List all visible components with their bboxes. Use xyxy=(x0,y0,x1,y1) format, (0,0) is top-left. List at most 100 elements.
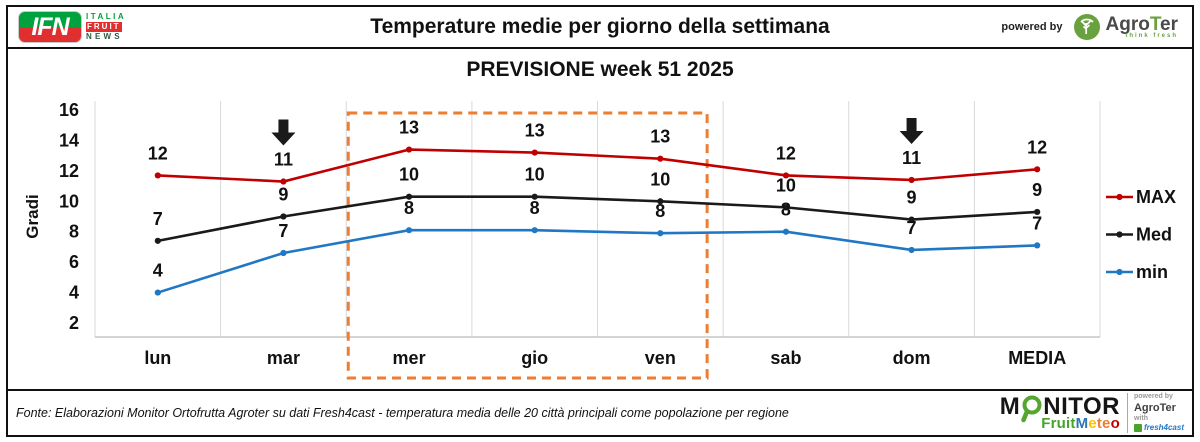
data-label: 8 xyxy=(404,198,414,218)
agroter-text-agro: Agro xyxy=(1105,13,1150,35)
fruitmeteo-wordmark: FruitMeteo xyxy=(1041,416,1120,431)
data-label: 12 xyxy=(776,143,796,163)
ifn-logo: IFN ITALIA FRUIT NEWS xyxy=(18,11,126,43)
svg-text:sab: sab xyxy=(770,348,801,368)
data-point xyxy=(657,198,664,205)
data-point xyxy=(908,246,915,254)
data-label: 7 xyxy=(153,209,163,229)
footer-with-label: with xyxy=(1133,415,1148,423)
series-Med: 7 9 10 10 10 10 9 9 xyxy=(153,165,1042,244)
svg-text:ven: ven xyxy=(645,348,676,368)
powered-by-label: powered by xyxy=(1001,21,1063,33)
fruit-text: Fruit xyxy=(1041,414,1076,432)
series-min: 4 7 8 8 8 8 7 7 xyxy=(153,198,1042,296)
down-arrows xyxy=(271,117,924,146)
data-point xyxy=(154,172,161,179)
ifn-fruit-label: FRUIT xyxy=(86,22,122,32)
data-point xyxy=(782,172,790,179)
agroter-wordmark: AgroTer think fresh xyxy=(1105,13,1179,39)
infographic-frame: IFN ITALIA FRUIT NEWS Temperature medie … xyxy=(6,5,1194,437)
data-point xyxy=(657,155,664,162)
legend-item-min: min xyxy=(1136,262,1168,282)
legend: MAX Med min xyxy=(1106,187,1176,282)
footer-agroter-label: AgroTer xyxy=(1133,402,1176,415)
data-label: 12 xyxy=(1027,137,1047,157)
data-label: 10 xyxy=(525,165,545,185)
data-point xyxy=(280,178,287,185)
forecast-highlight-box xyxy=(346,111,709,380)
legend-item-MAX: MAX xyxy=(1136,187,1176,207)
svg-text:14: 14 xyxy=(59,130,79,150)
data-label: 10 xyxy=(650,169,670,189)
data-point xyxy=(154,289,161,296)
data-label: 9 xyxy=(907,188,917,208)
x-axis-labels: lun mar mer gio ven sab dom MEDIA xyxy=(144,348,1066,368)
data-label: 12 xyxy=(148,143,168,163)
data-point xyxy=(782,204,790,211)
data-point xyxy=(405,146,413,153)
gridlines xyxy=(94,101,1101,338)
series-MAX: 12 11 13 13 13 12 11 12 xyxy=(148,118,1047,185)
temperature-line-chart: 2 4 6 8 10 12 14 16 Gradi lun mar mer gio ven sab dom ME… xyxy=(23,100,1176,380)
data-point xyxy=(531,227,538,234)
page-title: Temperature medie per giorno della setti… xyxy=(370,15,830,38)
data-label: 10 xyxy=(399,165,419,185)
ifn-news-label: NEWS xyxy=(86,32,123,41)
data-point xyxy=(908,176,915,184)
ifn-badge-text: IFN xyxy=(31,13,69,41)
chart-panel: PREVISIONE week 51 2025 2 4 6 8 10 12 14 16 Grad… xyxy=(8,49,1192,391)
magnifier-icon xyxy=(1021,395,1042,423)
y-axis-label: Gradi xyxy=(23,194,42,238)
data-point xyxy=(154,237,161,244)
header-powered-by: powered by AgroTer think fresh xyxy=(1001,13,1178,41)
svg-text:16: 16 xyxy=(59,100,79,120)
data-point xyxy=(280,249,287,257)
fresh4cast-logo: fresh4cast xyxy=(1133,423,1184,433)
data-label: 7 xyxy=(907,218,917,238)
data-point xyxy=(657,230,664,237)
data-point xyxy=(1034,208,1041,216)
data-label: 8 xyxy=(530,198,540,218)
data-label: 7 xyxy=(1032,213,1042,233)
agroter-tree-icon xyxy=(1073,14,1100,40)
ifn-wordmark: ITALIA FRUIT NEWS xyxy=(86,12,126,42)
svg-text:12: 12 xyxy=(59,161,79,181)
fresh4cast-icon xyxy=(1133,424,1142,433)
y-axis-ticks: 2 4 6 8 10 12 14 16 xyxy=(59,100,79,333)
data-label: 4 xyxy=(153,261,163,281)
data-label: 11 xyxy=(902,148,921,168)
data-label: 13 xyxy=(399,118,419,138)
data-label: 9 xyxy=(1032,180,1042,200)
header-bar: IFN ITALIA FRUIT NEWS Temperature medie … xyxy=(8,7,1192,49)
meteo-text: Meteo xyxy=(1075,414,1120,432)
svg-text:10: 10 xyxy=(59,191,79,211)
legend-item-Med: Med xyxy=(1136,225,1172,245)
agroter-text-t: T xyxy=(1149,13,1161,35)
data-point xyxy=(531,149,538,156)
down-arrow-icon xyxy=(899,117,924,144)
agroter-logo: AgroTer think fresh xyxy=(1073,13,1179,41)
data-label: 10 xyxy=(776,175,796,195)
source-note: Fonte: Elaborazioni Monitor Ortofrutta A… xyxy=(16,406,789,420)
monitor-wordmark: M NITOR FruitMeteo xyxy=(999,392,1120,431)
agroter-text-er: er xyxy=(1160,13,1178,35)
svg-text:8: 8 xyxy=(69,222,79,242)
svg-text:MEDIA: MEDIA xyxy=(1008,348,1066,368)
data-point xyxy=(1034,242,1041,249)
svg-text:mer: mer xyxy=(393,348,426,368)
monitor-m: M xyxy=(999,392,1021,420)
data-point xyxy=(1034,166,1041,173)
agroter-tagline: think fresh xyxy=(1125,32,1178,39)
monitor-fruitmeteo-logo: M NITOR FruitMeteo powered by AgroTer wi… xyxy=(999,392,1192,433)
data-label: 11 xyxy=(274,150,293,170)
data-label: 8 xyxy=(781,200,791,220)
data-label: 13 xyxy=(650,127,670,147)
data-label: 9 xyxy=(278,185,288,205)
svg-text:lun: lun xyxy=(144,348,171,368)
data-point xyxy=(405,193,413,200)
ifn-badge: IFN xyxy=(18,11,82,43)
svg-text:dom: dom xyxy=(893,348,931,368)
data-label: 7 xyxy=(278,221,288,241)
footer-powered-box: powered by AgroTer with fresh4cast xyxy=(1126,393,1184,433)
data-label: 13 xyxy=(525,121,545,141)
